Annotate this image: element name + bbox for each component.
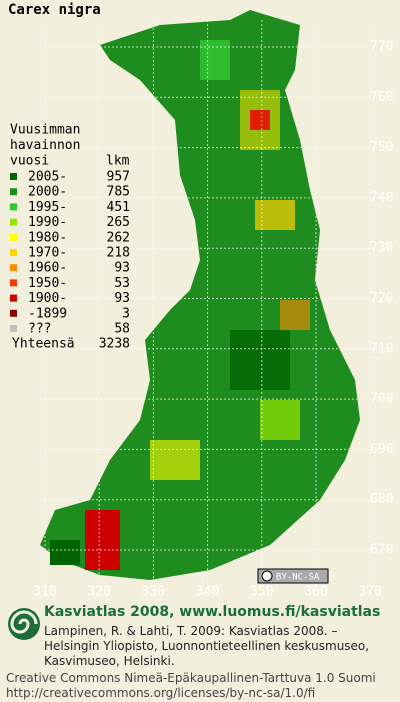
legend-count: 451 [107,200,130,215]
legend-heading: vuosi [10,154,49,169]
legend-count: 53 [114,276,130,291]
x-label: 310 [33,585,56,600]
legend-count: 957 [107,170,130,185]
y-label: 720 [370,291,393,306]
site-title: Kasviatlas 2008, www.luomus.fi/kasviatla… [44,604,381,620]
legend-count: 218 [107,246,130,261]
legend-label: 2005- [28,170,67,185]
legend-label: 1980- [28,230,67,245]
legend-swatch [10,218,17,226]
x-label: 340 [196,585,219,600]
legend-swatch [10,249,17,256]
y-label: 740 [370,190,393,205]
x-label: 320 [87,585,110,600]
legend-heading: havainnon [10,138,80,153]
y-label: 750 [370,140,393,155]
x-label: 360 [304,585,327,600]
legend-swatch [10,294,17,302]
legend-swatch [10,233,17,241]
citation-line: Helsingin Yliopisto, Luonnontieteellinen… [44,639,370,653]
legend-count: 265 [107,215,130,230]
legend-label: -1899 [28,306,67,321]
citation-line: Kasvimuseo, Helsinki. [44,654,175,668]
legend-count: 262 [107,230,130,245]
legend-label: 1995- [28,200,67,215]
legend-swatch [10,279,17,287]
legend-swatch [10,309,17,317]
license-line: Creative Commons Nimeä-Epäkaupallinen-Ta… [6,671,376,685]
legend-swatch [10,325,17,332]
legend-count: 785 [107,185,130,200]
legend-label: 1970- [28,246,67,261]
legend-count: 3 [122,306,130,321]
legend-count-heading: lkm [106,154,130,169]
legend-label: 1950- [28,276,67,291]
legend-label: 1900- [28,291,67,306]
x-label: 330 [142,585,165,600]
y-label: 710 [370,341,393,356]
legend-label: 1960- [28,261,67,276]
legend-label: 1990- [28,215,67,230]
citation-line: Lampinen, R. & Lahti, T. 2009: Kasviatla… [44,624,338,638]
license-url: http://creativecommons.org/licenses/by-n… [6,686,316,700]
y-label: 770 [370,40,393,55]
badge-text: BY-NC-SA [276,573,320,583]
y-label: 680 [370,492,393,507]
legend-swatch [10,264,17,272]
y-label: 690 [370,442,393,457]
x-label: 350 [250,585,273,600]
cc-badge: BY-NC-SA [257,568,329,584]
legend-heading: Vuusimman [10,123,80,138]
legend-total-label: Yhteensä [12,337,75,352]
y-label: 670 [370,543,393,558]
map-patches [50,40,310,570]
y-label: 730 [370,241,393,256]
species-title: Carex nigra [8,2,101,18]
logo [8,608,40,640]
legend-total: 3238 [99,337,130,352]
legend-label: 2000- [28,185,67,200]
legend-count: 93 [114,261,130,276]
legend-swatch [10,173,17,180]
legend-count: 58 [114,322,130,337]
legend-label: ??? [28,322,51,337]
country-shape [40,10,360,580]
y-label: 700 [370,392,393,407]
legend-swatch [10,203,17,211]
y-label: 760 [370,90,393,105]
x-label: 370 [358,585,381,600]
legend-swatch [10,188,17,196]
legend-count: 93 [114,291,130,306]
